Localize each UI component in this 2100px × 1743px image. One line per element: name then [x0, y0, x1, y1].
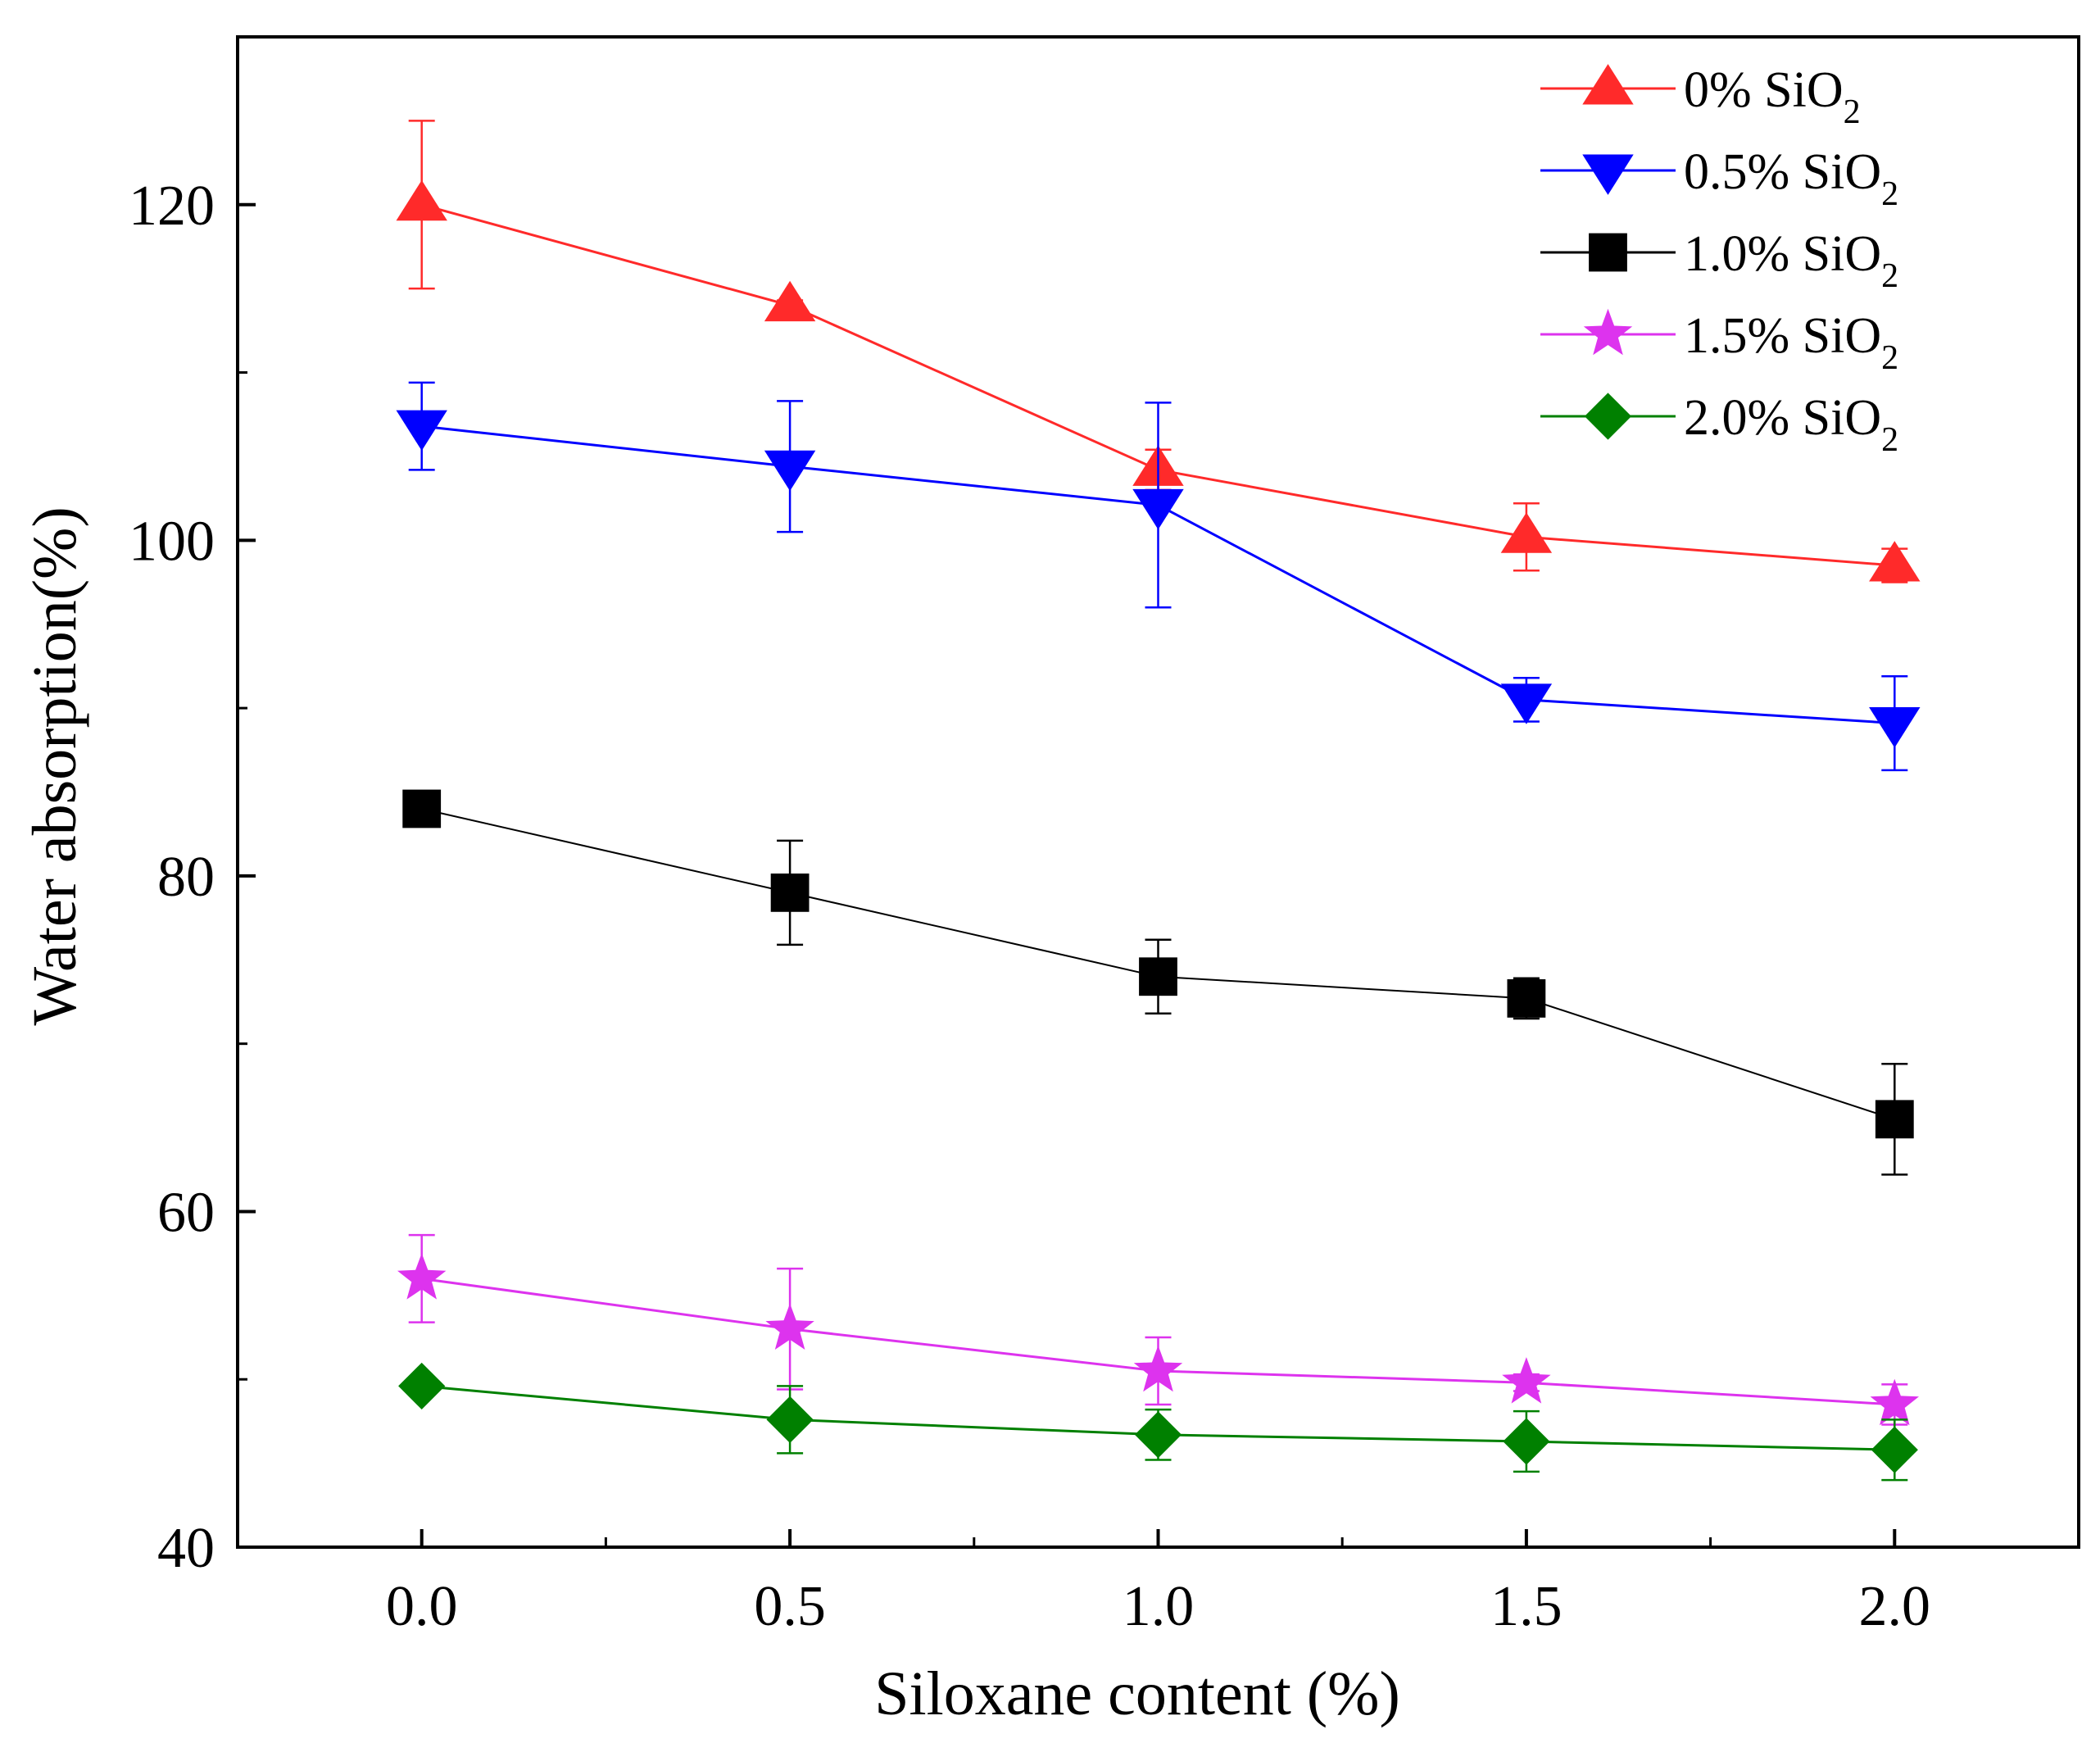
data-point — [1133, 1345, 1183, 1392]
data-point — [1502, 1357, 1551, 1404]
series-2 — [402, 789, 1914, 1176]
legend-label-main: 0% SiO — [1684, 62, 1844, 118]
data-point — [770, 873, 810, 912]
legend-marker — [1582, 154, 1634, 195]
tick-labels: 0.0 0.5 1.0 1.5 2.0 40 60 80 100 120 — [129, 175, 1930, 1638]
series-4 — [398, 1362, 1918, 1482]
y-tick-label: 80 — [157, 846, 215, 909]
data-point — [1507, 978, 1546, 1018]
series-layer — [396, 120, 1921, 1482]
legend-label: 2.0% SiO2 — [1684, 390, 1898, 459]
y-axis-title: Water absorption(%) — [20, 506, 89, 1025]
series-3 — [397, 1233, 1919, 1426]
data-point — [765, 1303, 814, 1350]
data-point — [398, 1362, 446, 1410]
legend-marker — [1589, 233, 1627, 272]
data-point — [1132, 488, 1184, 530]
data-point — [766, 1396, 814, 1443]
legend-item-2: 1.0% SiO2 — [1540, 226, 1898, 295]
legend-marker — [1583, 308, 1633, 356]
data-point — [1869, 707, 1921, 748]
legend-label-main: 1.0% SiO — [1684, 226, 1881, 282]
data-point — [1139, 957, 1177, 996]
legend-label-main: 1.5% SiO — [1684, 308, 1881, 364]
data-point — [396, 179, 447, 221]
data-point — [1500, 683, 1553, 724]
axis-ticks — [238, 202, 1897, 1549]
data-point — [402, 789, 442, 828]
data-point — [1500, 512, 1553, 553]
legend-item-4: 2.0% SiO2 — [1540, 390, 1898, 459]
x-tick-label: 2.0 — [1859, 1575, 1931, 1638]
data-point — [764, 450, 816, 492]
data-point — [1870, 1378, 1919, 1426]
legend-item-0: 0% SiO2 — [1540, 62, 1861, 131]
x-tick-label: 1.0 — [1123, 1575, 1195, 1638]
legend-label: 1.0% SiO2 — [1684, 226, 1898, 295]
legend-marker — [1584, 393, 1632, 440]
legend-item-1: 0.5% SiO2 — [1540, 144, 1898, 213]
legend-label-sub: 2 — [1881, 421, 1898, 459]
legend-marker — [1582, 64, 1634, 105]
y-tick-label: 40 — [157, 1517, 215, 1580]
data-point — [764, 280, 816, 322]
series-0 — [396, 120, 1921, 583]
legend-label-sub: 2 — [1881, 257, 1898, 295]
x-tick-label: 1.5 — [1490, 1575, 1563, 1638]
data-point — [1503, 1418, 1550, 1465]
legend-label-main: 0.5% SiO — [1684, 144, 1881, 200]
data-point — [397, 1253, 447, 1300]
y-tick-label: 60 — [157, 1181, 215, 1244]
y-tick-label: 120 — [129, 175, 215, 238]
legend-label-sub: 2 — [1881, 175, 1898, 213]
legend-label: 0% SiO2 — [1684, 62, 1861, 131]
data-point — [1134, 1411, 1182, 1459]
data-point — [396, 410, 447, 451]
y-tick-label: 100 — [129, 510, 215, 573]
x-tick-label: 0.5 — [754, 1575, 826, 1638]
legend-item-3: 1.5% SiO2 — [1540, 308, 1898, 377]
data-point — [1871, 1426, 1918, 1473]
data-point — [1869, 541, 1921, 582]
data-point — [1875, 1100, 1914, 1139]
legend-label: 1.5% SiO2 — [1684, 308, 1898, 377]
legend-label: 0.5% SiO2 — [1684, 144, 1898, 213]
legend-label-sub: 2 — [1881, 339, 1898, 377]
legend-label-main: 2.0% SiO — [1684, 390, 1881, 446]
legend-label-sub: 2 — [1844, 93, 1861, 131]
series-1 — [396, 381, 1921, 772]
x-axis-title: Siloxane content (%) — [874, 1659, 1400, 1728]
x-tick-label: 0.0 — [386, 1575, 458, 1638]
